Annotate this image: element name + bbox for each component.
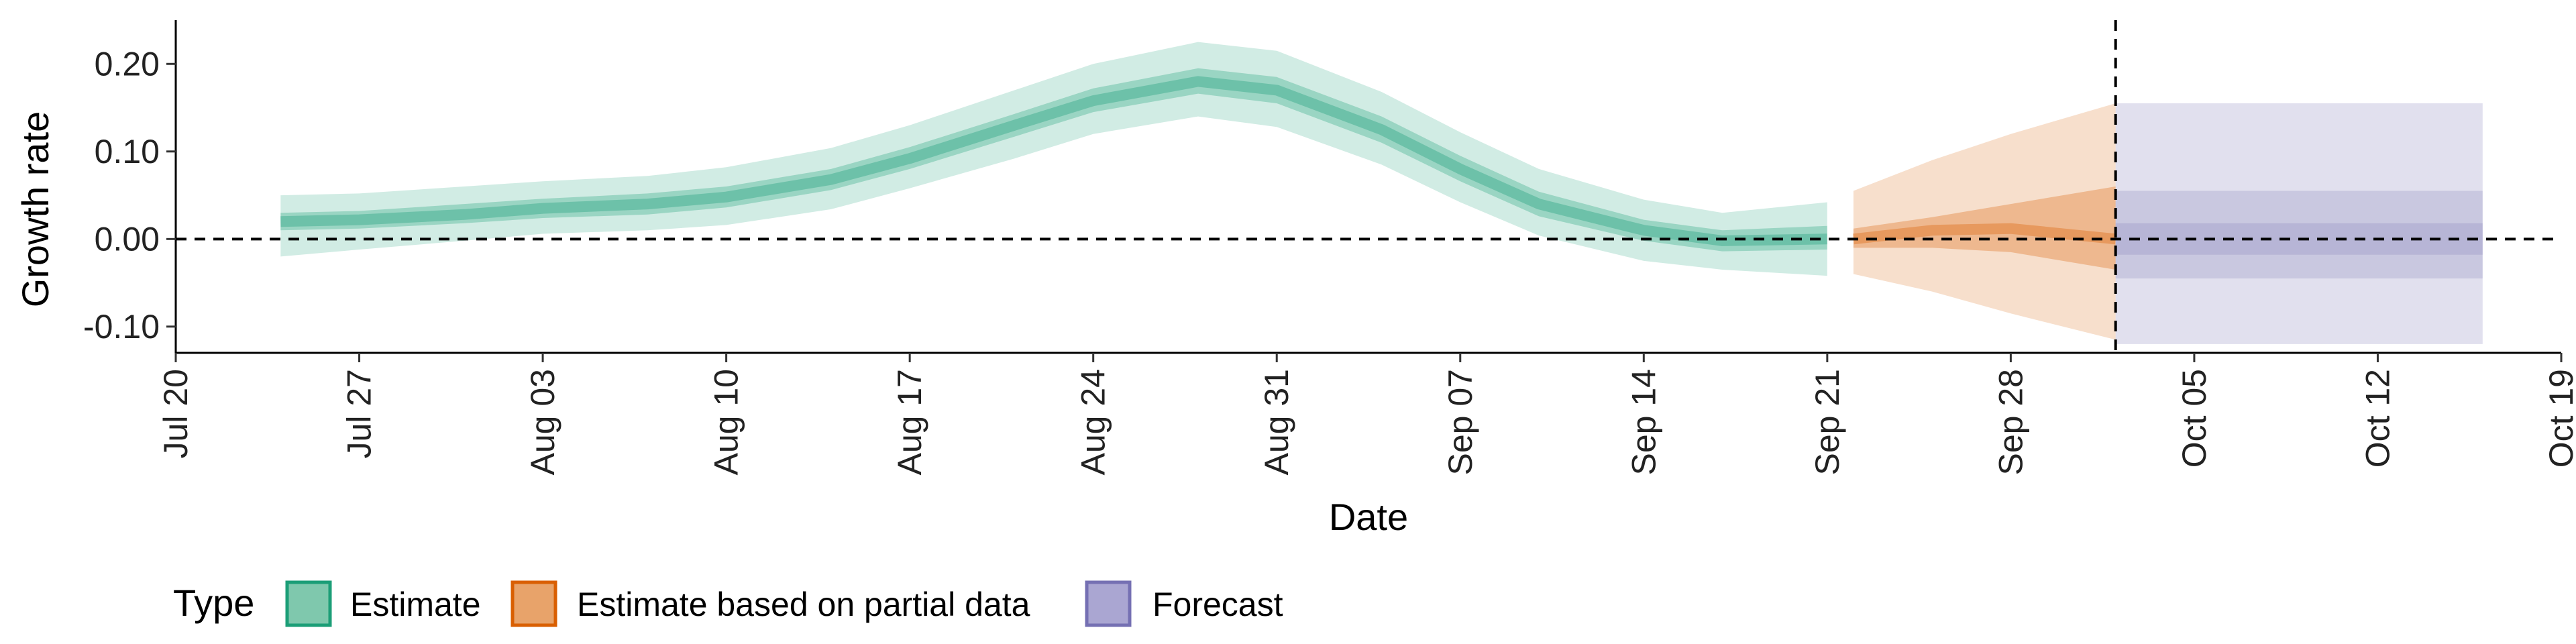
x-tick-label: Sep 21 (1809, 369, 1846, 475)
legend-swatch (511, 580, 557, 627)
legend-swatch (1085, 580, 1132, 627)
y-tick-label: 0.20 (95, 45, 160, 83)
median-lines-layer (280, 76, 2116, 246)
ribbon-layer (280, 42, 2483, 344)
x-tick-label: Aug 03 (524, 369, 561, 475)
reference-lines-layer (176, 20, 2561, 353)
x-tick-label: Sep 28 (1992, 369, 2029, 475)
estimate-band-90 (280, 42, 1827, 276)
x-tick-label: Oct 19 (2542, 369, 2576, 468)
x-tick-label: Sep 07 (1442, 369, 1479, 475)
x-axis-title: Date (1329, 496, 1408, 538)
legend-swatch (285, 580, 332, 627)
estimate-based-on-partial-data-band-90 (1853, 103, 2116, 340)
x-tick-label: Oct 05 (2176, 369, 2213, 468)
x-tick-label: Jul 20 (157, 369, 195, 458)
y-tick-label: 0.10 (95, 133, 160, 170)
forecast-band-90 (2115, 103, 2483, 344)
legend-label: Forecast (1152, 586, 1283, 623)
x-tick-label: Aug 17 (891, 369, 928, 475)
estimate-median-line (280, 76, 1827, 246)
y-tick-label: 0.00 (95, 220, 160, 258)
estimate-based-on-partial-data-band-50 (1853, 186, 2116, 270)
x-tick-label: Sep 14 (1625, 369, 1662, 475)
legend-item-forecast: Forecast (1085, 580, 1283, 627)
x-tick-label: Aug 31 (1258, 369, 1295, 475)
axes-layer: -0.10 0.00 0.10 0.20 Jul 20 Jul 27 Aug 03 Aug 1… (83, 20, 2576, 475)
estimate-based-on-partial-data-median-line (1853, 223, 2116, 245)
x-tick-label: Aug 24 (1075, 369, 1112, 475)
legend-label: Estimate based on partial data (577, 586, 1030, 623)
y-axis-title: Growth rate (14, 111, 56, 308)
legend: Type Estimate Estimate based on partial d… (173, 580, 1283, 627)
x-tick-label: Aug 10 (708, 369, 745, 475)
legend-label: Estimate (350, 586, 481, 623)
x-tick-label: Jul 27 (341, 369, 378, 458)
x-tick-label: Oct 12 (2359, 369, 2397, 468)
legend-item-estimate-based-on-partial-data: Estimate based on partial data (511, 580, 1030, 627)
legend-title: Type (173, 582, 254, 624)
legend-item-estimate: Estimate (285, 580, 481, 627)
y-tick-label: -0.10 (83, 308, 160, 345)
forecast-band-50 (2115, 191, 2483, 279)
estimate-band-50 (280, 68, 1827, 252)
